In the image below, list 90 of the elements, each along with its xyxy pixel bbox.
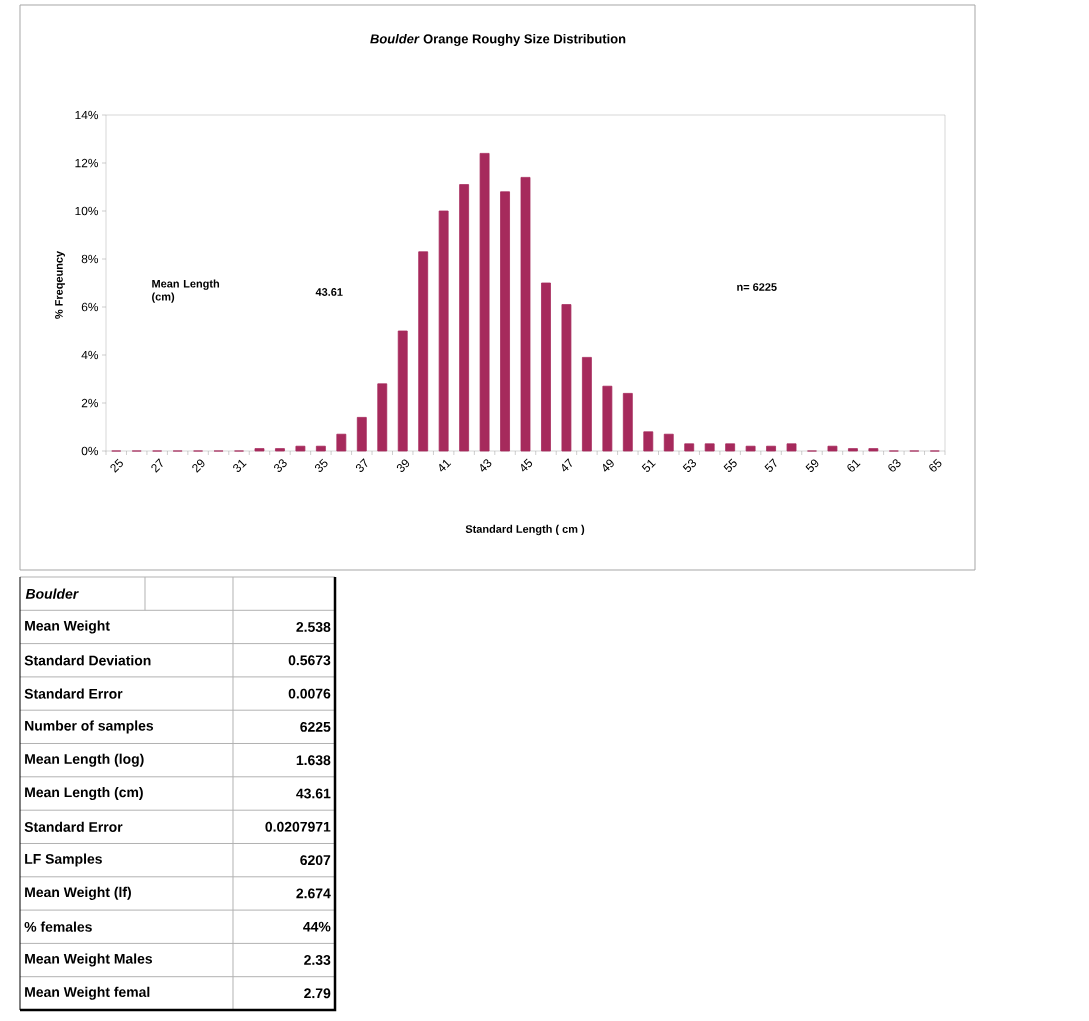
chart-title: Boulder Orange Roughy Size Distribution (370, 33, 626, 47)
bar (602, 385, 613, 452)
text: 2.33 (304, 955, 331, 965)
bar (295, 445, 306, 452)
y-tick-label: 0% (81, 446, 99, 456)
x-tick-label: 33 (274, 459, 287, 472)
x-tick-label: 27 (151, 458, 163, 473)
text: % females (24, 921, 92, 932)
x-tick-label: 59 (805, 459, 819, 472)
bar (745, 445, 756, 452)
text: 0.0207971 (265, 821, 331, 832)
x-axis-title: Standard Length ( cm ) (465, 524, 585, 536)
y-axis-title: % Freqeuncy (55, 250, 65, 319)
bar (459, 184, 470, 452)
bar (622, 393, 633, 452)
bar (479, 153, 490, 452)
text: Mean Length (log) (25, 753, 144, 767)
x-tick-label: 45 (521, 458, 533, 472)
x-tick-label: 37 (355, 458, 368, 472)
x-tick-label: 53 (682, 459, 696, 472)
text: Mean Length (cm) (25, 786, 143, 801)
x-tick-label: 31 (233, 459, 247, 472)
bar (541, 282, 551, 452)
text: 2.538 (296, 622, 331, 632)
bar (397, 330, 408, 452)
x-tick-label: 41 (439, 459, 452, 472)
text: Number of samples (25, 720, 154, 734)
text: Standard Error (24, 821, 123, 832)
x-tick-label: 35 (315, 458, 328, 472)
bar (520, 177, 531, 452)
x-tick-label: 47 (562, 458, 572, 472)
bar (275, 448, 285, 452)
bar (254, 448, 265, 452)
x-tick-label: 39 (396, 459, 410, 472)
text: 6207 (300, 855, 331, 866)
y-tick-label: 6% (81, 302, 99, 312)
y-tick-label: 12% (75, 158, 99, 168)
x-tick-label: 51 (641, 459, 656, 472)
text: Mean Weight (25, 620, 110, 634)
text: 0.0076 (288, 688, 331, 699)
bar (868, 448, 879, 452)
x-tick-label: 63 (888, 459, 901, 472)
y-tick-label: 2% (81, 398, 99, 408)
bar (848, 448, 858, 452)
bar (500, 191, 510, 452)
bar (315, 445, 326, 452)
bar (704, 443, 715, 452)
text: 1.638 (296, 755, 331, 766)
x-tick-label: 57 (764, 458, 777, 472)
x-tick-label: 55 (723, 458, 737, 472)
bar (684, 443, 695, 452)
bar (356, 417, 367, 452)
text: Mean Weight femal (25, 986, 150, 1000)
text: 43.61 (296, 788, 331, 799)
text: Mean Weight Males (25, 953, 153, 967)
bar (377, 383, 388, 452)
x-tick-label: 65 (929, 458, 942, 472)
annotation: 43.61 (315, 288, 343, 296)
text: 44% (303, 921, 331, 932)
annotation: n= 6225 (737, 283, 777, 291)
bar (786, 443, 797, 452)
y-tick-label: 4% (81, 350, 99, 360)
y-tick-label: 10% (75, 206, 99, 216)
bar (827, 445, 838, 452)
x-tick-label: 61 (847, 459, 861, 472)
bar (438, 210, 449, 452)
x-tick-label: 25 (110, 458, 123, 473)
bar (418, 251, 429, 452)
annotation: Mean Length (cm) (152, 279, 220, 303)
y-tick-label: 8% (81, 254, 99, 264)
text: Standard Error (24, 688, 123, 699)
text: 2.79 (304, 988, 331, 999)
text: 0.5673 (288, 655, 331, 666)
text: 6225 (300, 721, 331, 732)
bar (643, 431, 654, 452)
bar (582, 357, 592, 452)
text: 2.674 (296, 888, 331, 899)
y-tick-label: 14% (75, 110, 99, 120)
bar (766, 445, 776, 452)
bar (725, 443, 736, 452)
bar (561, 304, 572, 452)
text: LF Samples (25, 853, 102, 867)
text: Standard Deviation (24, 655, 151, 666)
bar (663, 433, 674, 452)
text: Mean Weight (lf) (25, 886, 131, 900)
text: Boulder (25, 588, 79, 599)
x-tick-label: 29 (192, 459, 205, 473)
bar (336, 433, 347, 452)
x-tick-label: 43 (480, 459, 492, 472)
x-tick-label: 49 (603, 459, 614, 472)
